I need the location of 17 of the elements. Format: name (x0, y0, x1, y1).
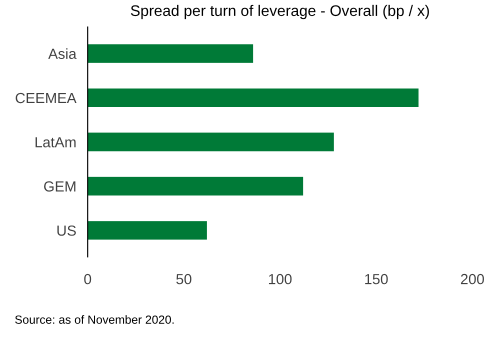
x-tick-label: 50 (176, 274, 192, 284)
chart-title: Spread per turn of leverage - Overall (bp / x) (130, 4, 429, 20)
y-tick-label: CEEMEA (16, 92, 77, 104)
y-tick-label: Asia (48, 48, 77, 59)
bar (88, 88, 419, 108)
bar (88, 176, 304, 196)
x-tick-label: 100 (268, 274, 292, 284)
y-tick-label: US (57, 225, 76, 236)
bar (88, 44, 254, 63)
y-tick-label: GEM (44, 181, 76, 192)
bar (88, 132, 334, 152)
x-tick-label: 150 (365, 274, 388, 284)
x-tick-label: 200 (460, 274, 484, 284)
x-tick-label: 0 (84, 274, 92, 284)
y-tick-label: LatAm (36, 137, 76, 148)
bar (88, 221, 207, 240)
source-note: Source: as of November 2020. (15, 315, 174, 324)
